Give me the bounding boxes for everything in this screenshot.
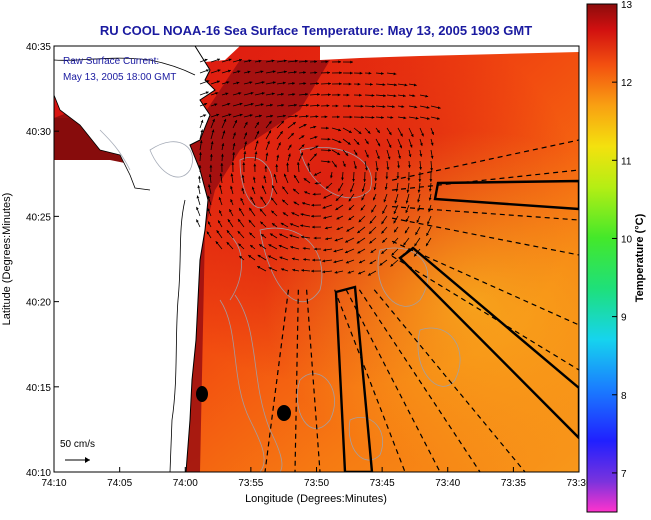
- colorbar-tick-label-2: 9: [621, 313, 627, 324]
- annotation-line-2: May 13, 2005 18:00 GMT: [63, 72, 176, 83]
- y-tick-label-5: 40:35: [26, 42, 51, 53]
- x-tick-label-7: 73:35: [501, 478, 526, 489]
- scale-label: 50 cm/s: [60, 439, 95, 450]
- chart-title: RU COOL NOAA-16 Sea Surface Temperature:…: [100, 23, 532, 38]
- x-tick-label-0: 74:10: [41, 478, 66, 489]
- y-axis-label: Latitude (Degrees:Minutes): [1, 193, 13, 326]
- x-tick-label-1: 74:05: [107, 478, 132, 489]
- colorbar-gradient-bar: [587, 4, 617, 512]
- y-tick-label-4: 40:30: [26, 127, 51, 138]
- colorbar-tick-label-6: 13: [621, 0, 633, 11]
- colorbar-tick-label-0: 7: [621, 469, 627, 480]
- x-tick-label-4: 73:50: [304, 478, 329, 489]
- y-tick-label-2: 40:20: [26, 298, 51, 309]
- colorbar-tick-label-5: 12: [621, 78, 633, 89]
- colorbar-tick-label-3: 10: [621, 234, 633, 245]
- x-tick-label-3: 73:55: [238, 478, 263, 489]
- y-tick-label-3: 40:25: [26, 212, 51, 223]
- colorbar: 7 8 9 10 11 12 13 Temperature (°C): [587, 0, 646, 512]
- y-tick-label-1: 40:15: [26, 383, 51, 394]
- colorbar-tick-label-1: 8: [621, 391, 627, 402]
- x-axis-label: Longitude (Degrees:Minutes): [245, 493, 387, 505]
- annotation-line-1: Raw Surface Current:: [63, 56, 159, 67]
- x-tick-label-2: 74:00: [173, 478, 198, 489]
- colorbar-tick-label-4: 11: [621, 156, 632, 167]
- buoy-marker-2: [277, 405, 291, 421]
- x-tick-label-5: 73:45: [370, 478, 395, 489]
- x-tick-label-6: 73:40: [435, 478, 460, 489]
- plot-area: 50 cm/s: [54, 46, 579, 472]
- y-tick-label-0: 40:10: [26, 468, 51, 479]
- buoy-marker-1: [196, 386, 208, 402]
- colorbar-label: Temperature (°C): [634, 213, 646, 302]
